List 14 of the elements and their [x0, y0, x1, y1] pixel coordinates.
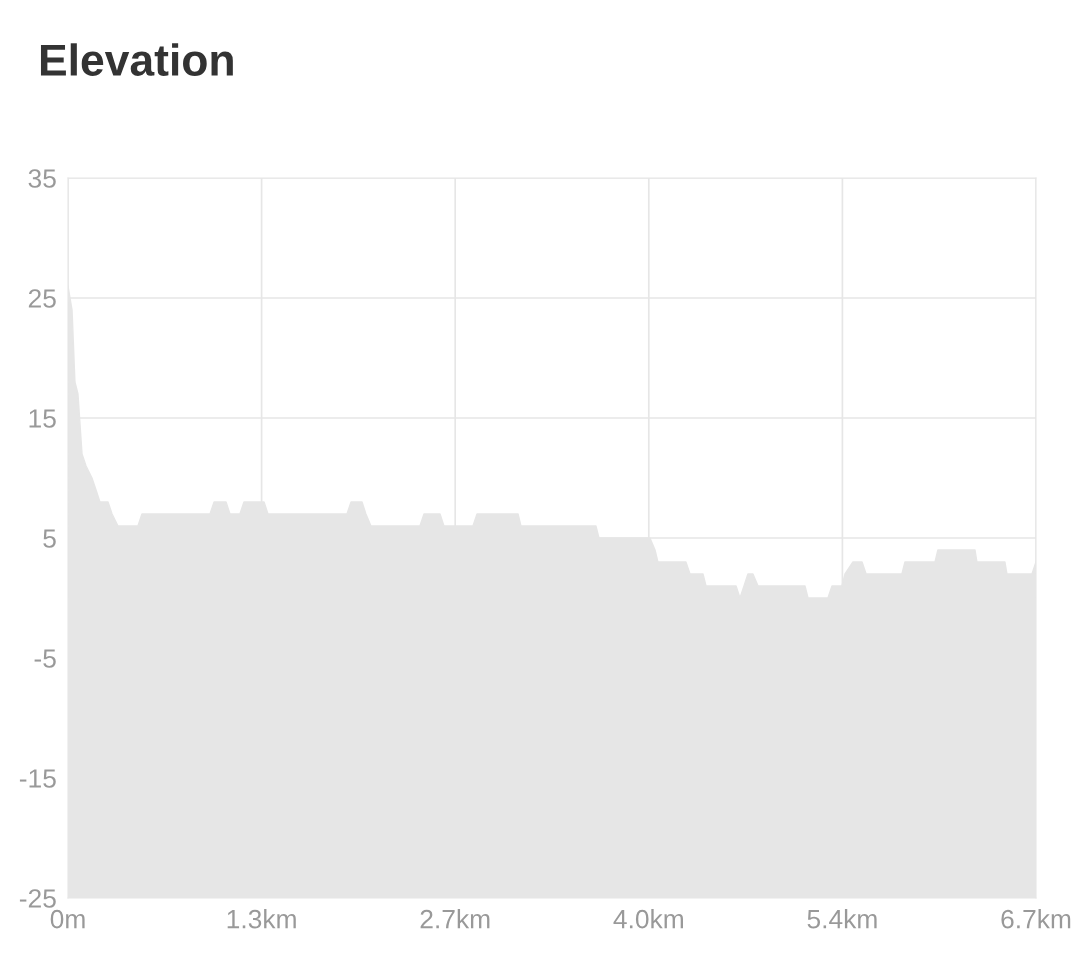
x-tick-label: 1.3km	[227, 909, 296, 929]
y-tick-label: -25	[19, 889, 56, 908]
y-tick-label: 25	[28, 289, 56, 308]
x-tick-label: 4.0km	[613, 909, 683, 929]
y-tick-label: -15	[19, 769, 56, 788]
chart-title: Elevation	[40, 43, 233, 76]
x-tick-label: 2.7km	[420, 909, 490, 929]
y-tick-label: 15	[29, 409, 56, 428]
x-tick-label: 6.7km	[1001, 909, 1071, 929]
y-tick-label: 5	[43, 529, 56, 548]
x-tick-label: 5.4km	[807, 909, 877, 929]
y-tick-label: -5	[34, 649, 56, 668]
x-tick-label: 0m	[50, 909, 85, 929]
y-tick-label: 35	[28, 169, 56, 188]
